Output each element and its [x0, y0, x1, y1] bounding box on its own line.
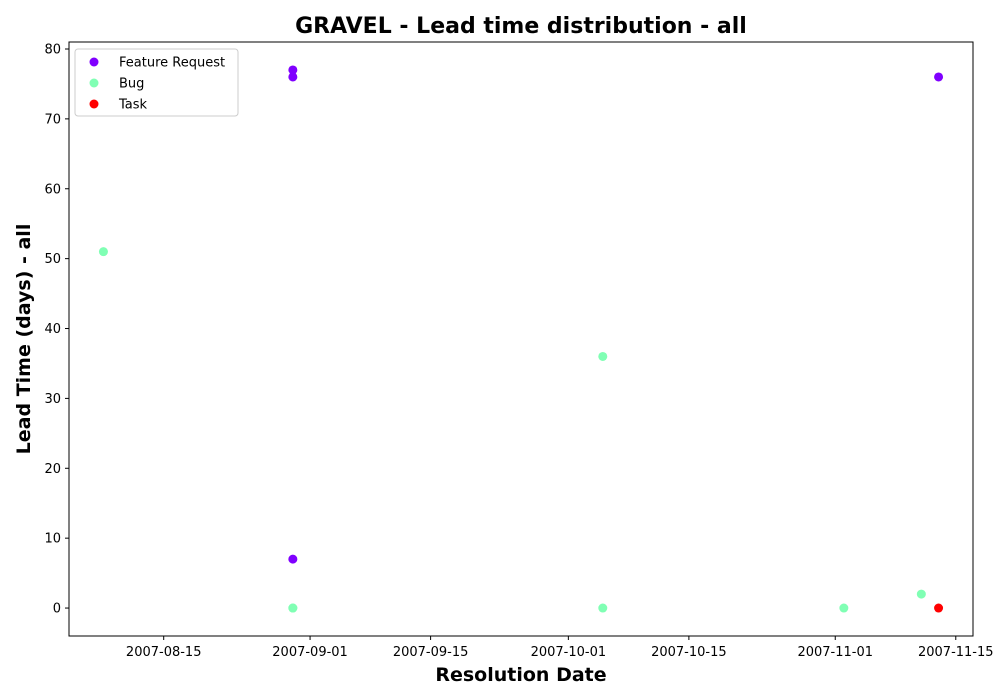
chart-title: GRAVEL - Lead time distribution - all: [295, 14, 747, 39]
data-point: [288, 603, 298, 613]
y-tick-label: 0: [53, 602, 61, 617]
plot-area: [68, 41, 974, 637]
data-point: [916, 589, 926, 599]
legend-marker: [89, 57, 99, 67]
y-tick-label: 20: [44, 462, 61, 477]
y-tick-label: 60: [44, 182, 61, 197]
legend: Feature Request Bug Task: [74, 48, 239, 117]
data-point: [839, 603, 849, 613]
data-point: [288, 554, 298, 564]
y-tick-label: 70: [44, 112, 61, 127]
legend-marker: [89, 78, 99, 88]
data-point: [934, 72, 944, 82]
y-axis: 0 10 20 30 40 50 60 70 80: [44, 42, 69, 617]
x-tick-label: 2007-08-15: [126, 645, 202, 660]
x-tick-label: 2007-10-01: [531, 645, 607, 660]
data-points: [98, 65, 944, 613]
x-axis: 2007-08-15 2007-09-01 2007-09-15 2007-10-01…: [126, 636, 994, 660]
data-point: [598, 351, 608, 361]
legend-label: Task: [118, 98, 148, 113]
legend-label: Feature Request: [119, 56, 225, 71]
y-tick-label: 10: [44, 532, 61, 547]
x-tick-label: 2007-10-15: [651, 645, 727, 660]
legend-label: Bug: [119, 77, 144, 92]
data-point: [934, 603, 944, 613]
y-axis-label: Lead Time (days) - all: [13, 224, 35, 455]
x-tick-label: 2007-09-01: [272, 645, 348, 660]
x-axis-label: Resolution Date: [435, 664, 606, 686]
x-tick-label: 2007-11-01: [797, 645, 873, 660]
legend-marker: [89, 99, 99, 109]
y-tick-label: 30: [44, 392, 61, 407]
legend-box: [74, 48, 239, 117]
data-point: [98, 247, 108, 257]
data-point: [288, 72, 298, 82]
x-tick-label: 2007-11-15: [918, 645, 994, 660]
y-tick-label: 40: [44, 322, 61, 337]
data-point: [598, 603, 608, 613]
y-tick-label: 80: [44, 42, 61, 57]
x-tick-label: 2007-09-15: [393, 645, 469, 660]
y-tick-label: 50: [44, 252, 61, 267]
data-point: [288, 65, 298, 75]
